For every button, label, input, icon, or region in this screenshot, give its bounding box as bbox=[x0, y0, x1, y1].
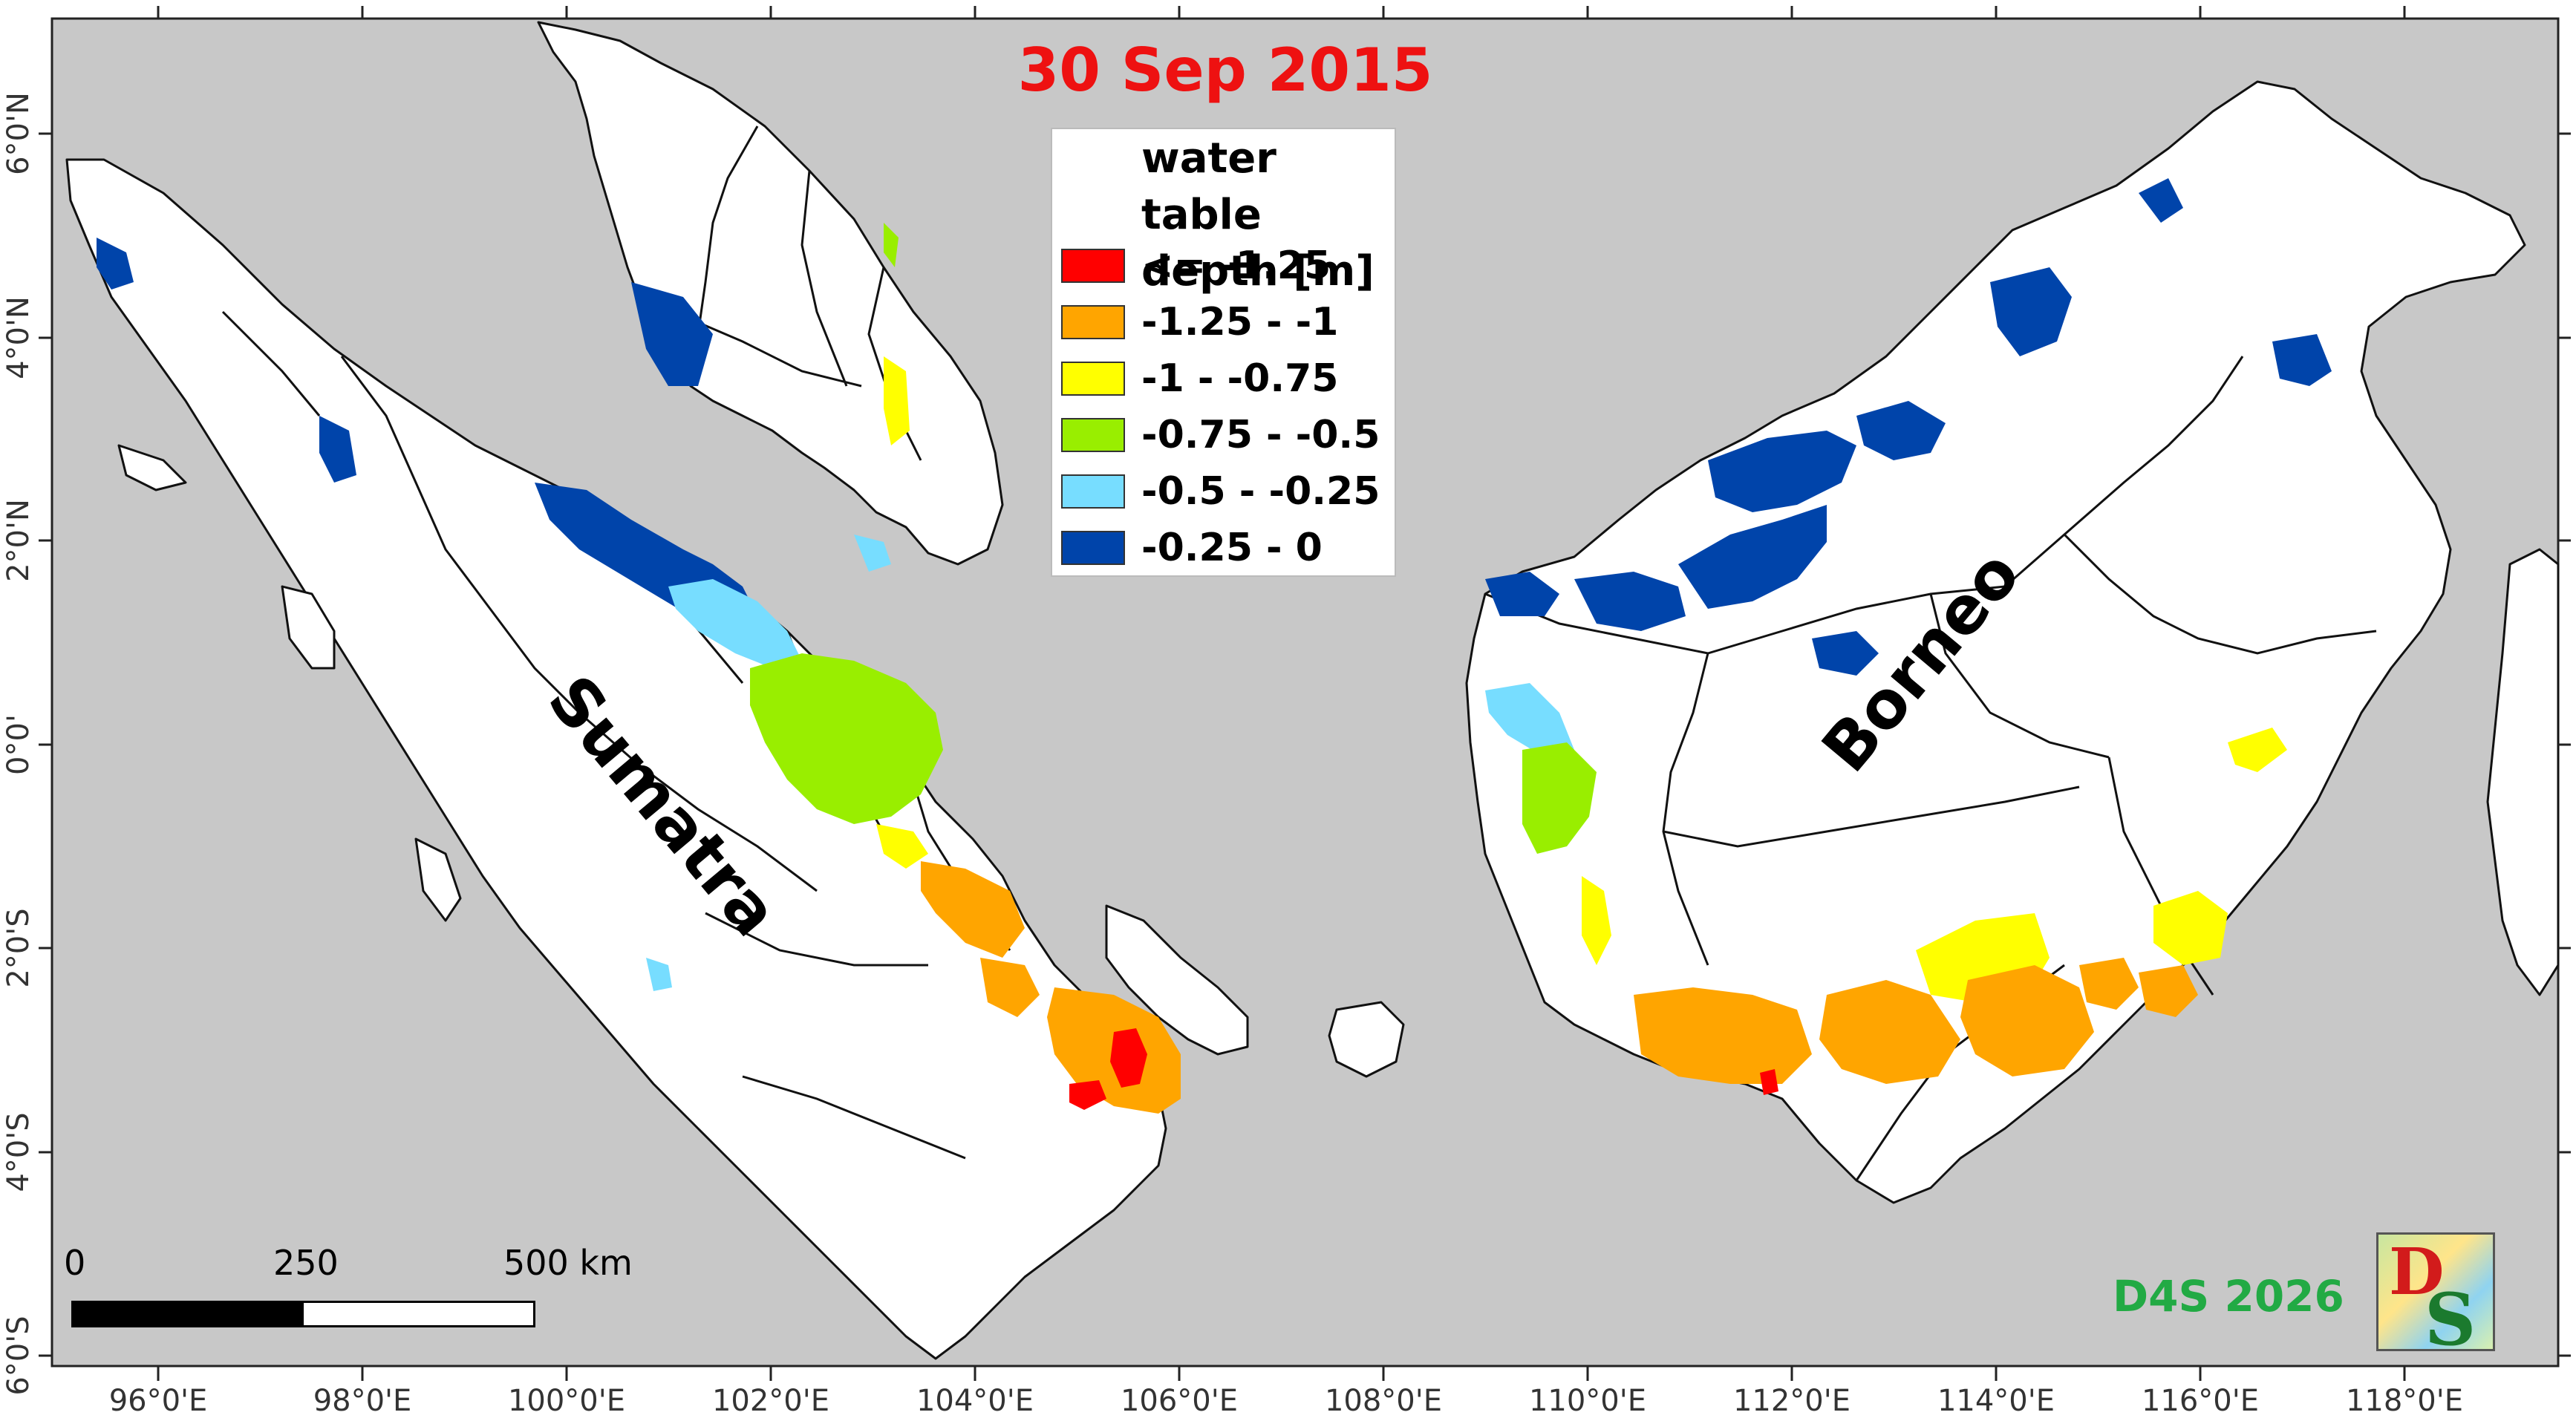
wt-class-le-minus-1.25 bbox=[1069, 1028, 1778, 1110]
x-tick-label: 118°0'E bbox=[2346, 1384, 2463, 1418]
x-tick-label: 100°0'E bbox=[508, 1384, 625, 1418]
y-tick-label: 4°0'S bbox=[1, 1112, 36, 1192]
scale-bar-black-segment bbox=[74, 1303, 304, 1325]
legend-label: <= -1.25 bbox=[1141, 244, 1331, 288]
y-tick-label: 0°0' bbox=[1, 714, 36, 775]
map-title: 30 Sep 2015 bbox=[1017, 36, 1433, 105]
scale-tick-500: 500 km bbox=[503, 1243, 633, 1283]
belitung-island bbox=[1328, 1001, 1405, 1078]
x-axis-labels: 96°0'E 98°0'E 100°0'E 102°0'E 104°0'E 10… bbox=[109, 1384, 2463, 1418]
x-tick-label: 108°0'E bbox=[1325, 1384, 1442, 1418]
x-tick-label: 102°0'E bbox=[712, 1384, 829, 1418]
y-tick-label: 2°0'S bbox=[1, 908, 36, 987]
legend-title-line2: depth [m] bbox=[1141, 247, 1375, 295]
x-tick-label: 104°0'E bbox=[916, 1384, 1034, 1418]
legend-swatch bbox=[1061, 474, 1125, 509]
logo-letter-s: S bbox=[2425, 1278, 2476, 1351]
legend-label: -0.5 - -0.25 bbox=[1141, 469, 1380, 514]
legend-title: water table depth [m] bbox=[1141, 131, 1395, 300]
legend-swatch bbox=[1061, 249, 1125, 283]
legend-item: -0.5 - -0.25 bbox=[1061, 468, 1380, 515]
siberut-island bbox=[414, 837, 462, 922]
nias-island bbox=[281, 585, 336, 670]
bangka-island bbox=[1105, 904, 1249, 1056]
legend-swatch bbox=[1061, 362, 1125, 396]
legend-item: -1.25 - -1 bbox=[1061, 298, 1338, 346]
sulawesi-fragment bbox=[2486, 548, 2560, 996]
y-tick-label: 2°0'N bbox=[1, 499, 36, 582]
y-axis-ticks bbox=[39, 132, 2571, 1357]
legend-label: -0.75 - -0.5 bbox=[1141, 413, 1380, 457]
legend-item: <= -1.25 bbox=[1061, 242, 1331, 290]
borneo-island bbox=[1465, 80, 2526, 1204]
x-tick-label: 96°0'E bbox=[109, 1384, 208, 1418]
logo-letter-d: D bbox=[2389, 1235, 2445, 1310]
y-tick-label: 6°0'S bbox=[1, 1316, 36, 1395]
legend-item: -0.25 - 0 bbox=[1061, 524, 1323, 572]
x-tick-label: 112°0'E bbox=[1733, 1384, 1851, 1418]
legend-swatch bbox=[1061, 305, 1125, 339]
y-tick-label: 4°0'N bbox=[1, 296, 36, 379]
legend-swatch bbox=[1061, 531, 1125, 565]
y-axis-labels: 6°0'N 4°0'N 2°0'N 0°0' 2°0'S 4°0'S 6°0'S bbox=[1, 92, 36, 1396]
x-tick-label: 106°0'E bbox=[1121, 1384, 1238, 1418]
wt-class-minus-0.25-to-minus-0.5 bbox=[646, 535, 1574, 991]
d4s-logo: D S bbox=[2376, 1232, 2495, 1351]
x-tick-label: 98°0'E bbox=[313, 1384, 412, 1418]
scale-tick-0: 0 bbox=[64, 1243, 86, 1283]
x-tick-label: 110°0'E bbox=[1529, 1384, 1646, 1418]
x-tick-label: 114°0'E bbox=[1937, 1384, 2055, 1418]
x-axis-ticks bbox=[157, 6, 2406, 1381]
credit-text: D4S 2026 bbox=[2113, 1271, 2344, 1321]
wt-class-minus-1-to-minus-1.25 bbox=[921, 861, 2198, 1114]
legend-item: -1 - -0.75 bbox=[1061, 355, 1338, 402]
legend-title-line1: water table bbox=[1141, 134, 1276, 239]
scale-bar bbox=[71, 1301, 535, 1327]
legend-label: -1.25 - -1 bbox=[1141, 300, 1339, 344]
legend-label: -0.25 - 0 bbox=[1141, 526, 1323, 570]
x-tick-label: 116°0'E bbox=[2142, 1384, 2259, 1418]
legend-swatch bbox=[1061, 418, 1125, 452]
wt-class-0-to-minus-0.25 bbox=[97, 178, 2332, 676]
scale-tick-250: 250 bbox=[273, 1243, 339, 1283]
legend: water table depth [m] <= -1.25 -1.25 - -… bbox=[1051, 128, 1396, 577]
wt-class-minus-0.5-to-minus-0.75 bbox=[750, 223, 1597, 854]
legend-label: -1 - -0.75 bbox=[1141, 356, 1339, 401]
simeulue-island bbox=[117, 444, 187, 491]
legend-item: -0.75 - -0.5 bbox=[1061, 411, 1380, 459]
y-tick-label: 6°0'N bbox=[1, 92, 36, 175]
